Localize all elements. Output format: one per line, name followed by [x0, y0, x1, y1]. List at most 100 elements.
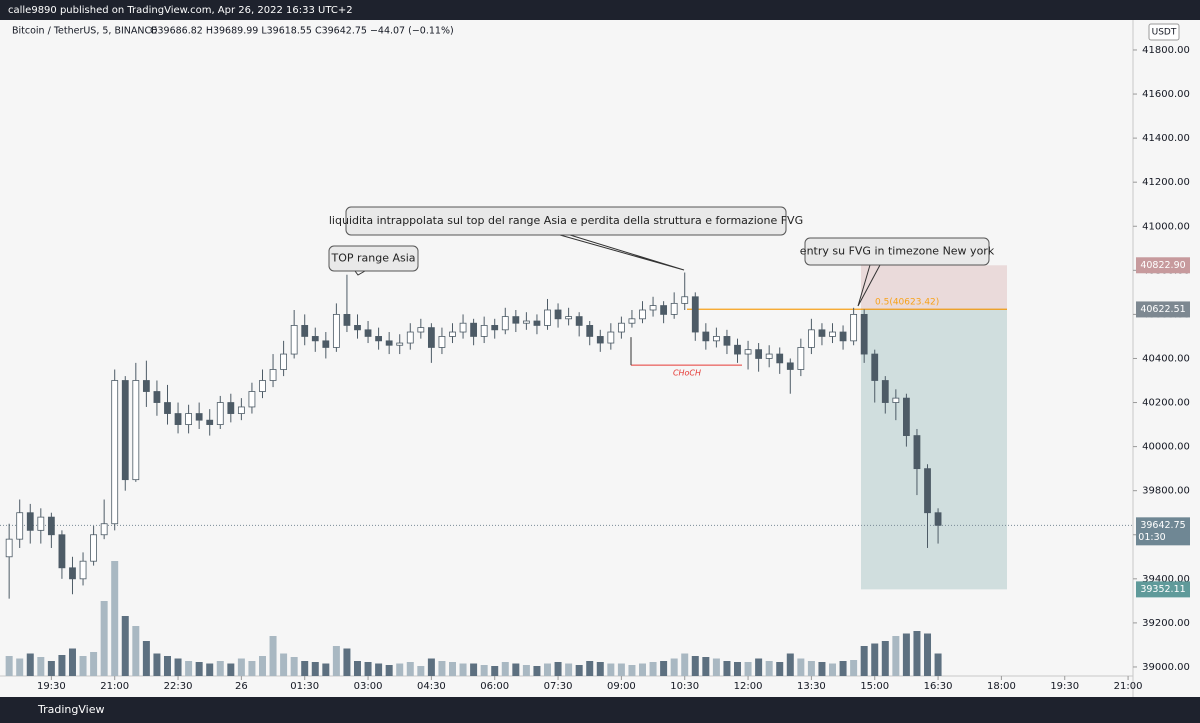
- volume-bar: [174, 658, 182, 676]
- volume-bar: [79, 656, 87, 676]
- volume-bar: [163, 656, 171, 676]
- candle-body: [311, 336, 319, 342]
- x-tick-label: 03:00: [354, 681, 383, 692]
- x-tick-label: 10:30: [670, 681, 699, 692]
- candle-body: [301, 325, 309, 337]
- volume-bar: [353, 661, 361, 676]
- candle-body: [860, 313, 868, 355]
- volume-bar: [280, 653, 288, 676]
- candle-body: [871, 353, 879, 381]
- candle-body: [807, 329, 815, 348]
- candle-body: [470, 322, 478, 337]
- candle-body: [892, 397, 900, 403]
- candle-body: [501, 316, 509, 331]
- footer-bar: [0, 697, 1200, 723]
- volume-bar: [375, 663, 383, 676]
- symbol: Bitcoin / TetherUS, 5, BINANCE: [12, 26, 157, 37]
- volume-bar: [491, 666, 499, 676]
- candle-body: [681, 296, 689, 304]
- target-tag-bg: [1136, 581, 1190, 598]
- candle-body: [427, 327, 435, 348]
- candle-body: [69, 567, 76, 580]
- volume-bar: [448, 662, 456, 676]
- candle-body: [269, 369, 277, 381]
- volume-bar: [639, 663, 647, 676]
- candle-body: [153, 391, 161, 403]
- candle-body: [354, 325, 361, 331]
- volume-bar: [628, 665, 636, 676]
- x-tick-label: 18:00: [987, 681, 1016, 692]
- volume-bar: [617, 663, 625, 676]
- candle-body: [111, 380, 119, 525]
- last-price-tag: 39642.75: [1140, 520, 1185, 531]
- volume-bar: [807, 661, 815, 676]
- candle-body: [913, 435, 921, 470]
- candle-body: [417, 327, 425, 333]
- volume-bar: [755, 658, 763, 676]
- volume-bar: [649, 662, 657, 676]
- volume-bar: [670, 658, 678, 676]
- volume-bar: [596, 662, 604, 676]
- y-tick-label: 41200.00: [1142, 177, 1190, 188]
- volume-bar: [227, 663, 235, 676]
- x-tick-label: 26: [235, 681, 248, 692]
- candle-body: [142, 380, 150, 392]
- y-tick-label: 40400.00: [1142, 353, 1190, 364]
- volume-bar: [47, 661, 55, 676]
- volume-bar: [185, 661, 193, 676]
- candle-body: [776, 353, 784, 364]
- volume-bar: [269, 636, 277, 676]
- footer: TradingView: [37, 703, 104, 716]
- candle-body: [5, 538, 13, 558]
- last-price-tag-bg: [1136, 517, 1190, 546]
- currency: USDT: [1152, 28, 1177, 38]
- callout-pointer: [559, 234, 685, 271]
- volume-bar: [892, 636, 900, 676]
- volume-bar: [5, 656, 13, 676]
- volume-bar: [723, 661, 731, 676]
- callout-pointer: [354, 270, 366, 276]
- candle-body: [565, 316, 573, 320]
- candle-body: [37, 516, 45, 531]
- candle-body: [881, 380, 889, 403]
- candle-body: [438, 336, 446, 348]
- volume-bar: [702, 657, 710, 676]
- volume-bar: [586, 661, 594, 676]
- candle-body: [544, 309, 551, 326]
- plot: 39000.0039200.0039400.0039600.0039800.00…: [0, 45, 1190, 692]
- y-tick-label: 41800.00: [1142, 45, 1190, 56]
- candle-body: [195, 413, 203, 421]
- y-tick-label: 39000.00: [1142, 662, 1190, 673]
- candle-body: [586, 325, 594, 337]
- candle-body: [206, 419, 214, 425]
- volume-bar: [786, 653, 794, 676]
- volume-bar: [195, 662, 203, 676]
- candle-body: [396, 342, 404, 346]
- candle-body: [332, 313, 340, 348]
- volume-bar: [16, 658, 24, 676]
- candle-body: [723, 336, 731, 346]
- y-tick-label: 41600.00: [1142, 89, 1190, 100]
- y-tick-label: 40000.00: [1142, 442, 1190, 453]
- candle-body: [290, 325, 298, 355]
- volume-bar: [26, 653, 34, 676]
- volume-bar: [681, 653, 689, 676]
- entry-tag: 40622.51: [1140, 304, 1185, 315]
- candle-body: [491, 325, 499, 331]
- y-tick-label: 39200.00: [1142, 618, 1190, 629]
- volume-bar: [797, 658, 805, 676]
- y-tick-label: 41400.00: [1142, 133, 1190, 144]
- candle-body: [280, 353, 288, 370]
- candle-body: [227, 402, 235, 414]
- candle-body: [649, 305, 657, 311]
- volume-bar: [37, 657, 45, 676]
- volume-bar: [765, 661, 773, 676]
- candle-body: [596, 336, 604, 344]
- volume-bar: [902, 633, 910, 676]
- candle-body: [734, 344, 741, 355]
- volume-bar: [543, 663, 551, 676]
- volume-bar: [818, 662, 826, 676]
- volume-bar: [58, 655, 66, 676]
- volume-bar: [480, 665, 488, 676]
- candle-body: [607, 331, 615, 344]
